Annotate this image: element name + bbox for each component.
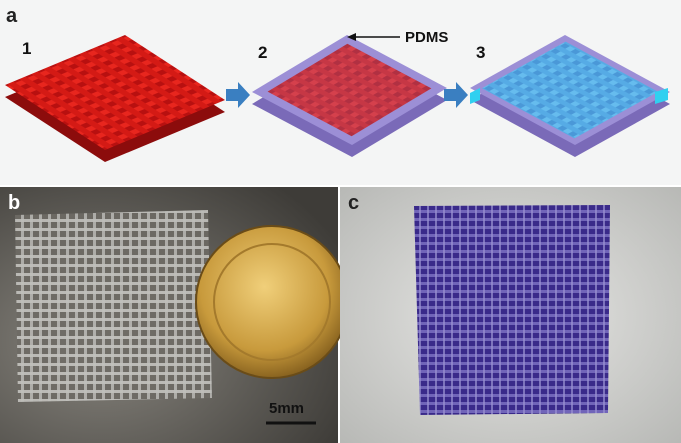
step-label: 1 [22,39,31,58]
port [470,88,480,104]
lattice [5,35,226,151]
step-label: 3 [476,43,485,62]
annotation: PDMS [405,29,448,46]
panel-label: c [348,192,359,214]
printed-lattice [15,210,212,402]
annotation-arrowhead [347,33,356,41]
panel-label: b [8,192,20,214]
coin [195,225,349,379]
panel-label: a [6,5,18,27]
arrow [444,82,468,108]
step-label: 2 [258,43,267,62]
pdms-block [470,35,670,145]
port [655,88,668,104]
coin-rim [213,243,331,361]
scale-label: 5mm [269,400,304,417]
stained-lattice [414,205,610,415]
pdms-block [252,35,448,145]
arrow [226,82,250,108]
